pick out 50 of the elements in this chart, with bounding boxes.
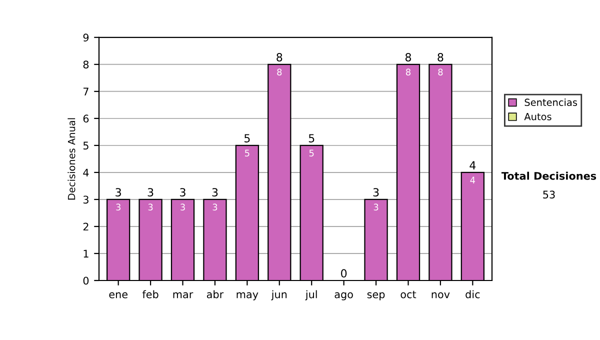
data-label: 3 bbox=[374, 204, 378, 211]
total-label: 4 bbox=[470, 161, 476, 170]
total-label: 5 bbox=[308, 134, 314, 142]
x-tick-label: jun bbox=[271, 290, 287, 300]
x-tick-label: jul bbox=[305, 290, 317, 300]
data-label: 3 bbox=[148, 204, 153, 211]
x-tick-label: ene bbox=[109, 292, 128, 298]
total-label: 8 bbox=[276, 53, 282, 62]
total-label: 3 bbox=[212, 188, 218, 197]
x-tick-label: oct bbox=[400, 290, 416, 298]
x-tick-label: abr bbox=[206, 290, 224, 298]
x-tick-label: ago bbox=[334, 292, 353, 300]
text: Total Decisiones bbox=[501, 172, 596, 180]
y-tick-label: 7 bbox=[84, 88, 88, 96]
x-tick-label: sep bbox=[367, 292, 385, 300]
y-tick-label: 2 bbox=[83, 222, 88, 230]
data-label: 3 bbox=[212, 204, 218, 211]
total-label: 3 bbox=[116, 188, 121, 197]
x-tick-label: mar bbox=[173, 292, 194, 298]
y-tick-label: 5 bbox=[83, 142, 88, 150]
data-label: 8 bbox=[277, 68, 282, 76]
total-label: 3 bbox=[373, 188, 379, 197]
legend-label: Sentencias bbox=[524, 98, 578, 106]
total-label: 0 bbox=[341, 269, 347, 278]
x-tick-label: may bbox=[236, 292, 258, 300]
y-axis-title: Decisiones Anual bbox=[68, 118, 76, 200]
data-label: 4 bbox=[470, 176, 476, 184]
total-label: 5 bbox=[244, 134, 250, 142]
y-tick-label: 4 bbox=[83, 168, 89, 176]
x-tick-label: dic bbox=[466, 290, 480, 298]
data-label: 8 bbox=[406, 68, 410, 76]
data-label: 3 bbox=[180, 204, 185, 211]
data-label: 8 bbox=[438, 68, 443, 76]
total-label: 8 bbox=[438, 53, 444, 62]
total-label: 3 bbox=[148, 188, 154, 197]
x-tick-label: nov bbox=[432, 292, 450, 298]
total-label: 8 bbox=[405, 53, 412, 62]
y-tick-label: 9 bbox=[83, 34, 89, 42]
data-label: 5 bbox=[245, 150, 250, 156]
text: 53 bbox=[543, 190, 555, 199]
total-label: 3 bbox=[180, 188, 186, 197]
legend-label: Autos bbox=[524, 113, 552, 120]
x-tick-label: feb bbox=[142, 290, 158, 298]
y-tick-label: 1 bbox=[84, 250, 88, 258]
y-tick-label: 0 bbox=[83, 276, 89, 285]
y-tick-label: 8 bbox=[83, 60, 89, 69]
data-label: 3 bbox=[116, 204, 120, 211]
y-tick-label: 6 bbox=[83, 114, 89, 123]
data-label: 5 bbox=[309, 150, 314, 156]
y-tick-label: 3 bbox=[83, 196, 88, 204]
